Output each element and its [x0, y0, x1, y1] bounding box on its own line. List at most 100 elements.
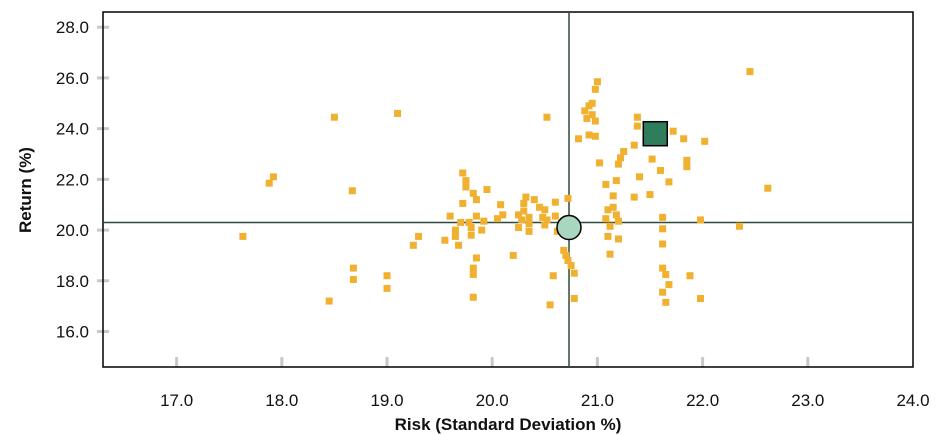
- data-point: [591, 117, 599, 125]
- data-point: [612, 211, 620, 219]
- data-point: [564, 257, 572, 264]
- data-point: [459, 199, 467, 207]
- data-point: [665, 178, 673, 186]
- data-point: [633, 113, 641, 121]
- data-point: [614, 160, 622, 168]
- data-point: [349, 264, 357, 272]
- data-point: [472, 212, 480, 220]
- data-point: [591, 85, 599, 93]
- data-point: [630, 193, 638, 201]
- data-point: [469, 189, 477, 197]
- data-point: [602, 180, 610, 188]
- data-point: [415, 232, 423, 240]
- data-point: [522, 193, 530, 201]
- data-point: [446, 212, 454, 220]
- y-tick-label: 16.0: [56, 323, 89, 342]
- data-point: [551, 212, 559, 220]
- x-tick-label: 21.0: [581, 391, 614, 410]
- data-point: [543, 113, 551, 121]
- data-point: [606, 250, 614, 258]
- data-point: [746, 68, 754, 76]
- data-point: [462, 177, 470, 185]
- data-point: [662, 298, 670, 306]
- data-point: [617, 154, 625, 162]
- data-point: [520, 207, 528, 215]
- x-tick-label: 19.0: [370, 391, 403, 410]
- data-point: [583, 115, 591, 122]
- data-point: [588, 111, 596, 119]
- data-point: [662, 270, 670, 278]
- y-tick-label: 28.0: [56, 18, 89, 37]
- data-point: [478, 226, 486, 234]
- data-point: [630, 141, 638, 149]
- data-point: [515, 224, 523, 232]
- highlight-circle-point: [556, 214, 582, 241]
- highlight-square-point: [642, 120, 669, 147]
- data-point: [349, 276, 357, 284]
- data-point: [665, 281, 673, 289]
- data-point: [659, 225, 667, 233]
- data-point: [459, 169, 467, 177]
- data-point: [646, 191, 654, 199]
- data-point: [560, 246, 568, 254]
- data-point: [441, 236, 449, 244]
- data-point: [493, 215, 501, 223]
- x-axis-title: Risk (Standard Deviation %): [395, 415, 622, 434]
- data-point: [480, 217, 488, 225]
- data-point: [469, 270, 477, 278]
- data-point: [604, 206, 612, 214]
- x-tick-label: 17.0: [160, 391, 193, 410]
- data-point: [394, 109, 402, 117]
- data-point: [567, 262, 575, 270]
- data-point: [509, 251, 517, 259]
- data-point: [683, 163, 691, 171]
- data-point: [467, 224, 475, 232]
- x-tick-label: 23.0: [791, 391, 824, 410]
- data-point: [515, 211, 523, 219]
- x-tick-label: 24.0: [896, 391, 929, 410]
- data-point: [499, 211, 507, 219]
- data-point: [483, 186, 491, 193]
- data-point: [525, 213, 533, 221]
- data-point: [609, 192, 617, 200]
- data-point: [383, 284, 391, 292]
- data-point: [520, 199, 528, 207]
- data-point: [541, 206, 549, 214]
- x-tick-label: 22.0: [686, 391, 719, 410]
- data-point: [570, 295, 578, 303]
- data-point: [697, 295, 705, 303]
- y-axis-ticks: 16.0 18.0 20.0 22.0 24.0 26.0 28.0: [56, 18, 109, 342]
- data-point: [525, 220, 533, 228]
- data-point: [265, 179, 273, 187]
- data-point: [635, 173, 643, 181]
- data-point: [541, 221, 549, 229]
- y-tick-label: 26.0: [56, 69, 89, 88]
- data-point: [465, 218, 473, 226]
- data-point: [462, 183, 470, 191]
- data-point: [330, 113, 338, 121]
- data-point: [562, 251, 570, 259]
- data-point: [497, 201, 505, 209]
- data-point: [551, 198, 559, 206]
- data-point: [612, 177, 620, 185]
- data-point: [614, 217, 622, 225]
- data-point: [683, 156, 691, 164]
- data-point: [604, 232, 612, 240]
- data-point: [686, 272, 694, 280]
- data-point: [530, 196, 538, 204]
- data-point: [585, 131, 593, 139]
- data-point: [457, 218, 465, 226]
- data-points: [239, 68, 772, 309]
- y-tick-label: 20.0: [56, 221, 89, 240]
- data-point: [669, 127, 677, 135]
- data-point: [701, 137, 709, 145]
- data-point: [659, 213, 667, 221]
- data-point: [469, 264, 477, 272]
- data-point: [574, 135, 582, 143]
- data-point: [581, 107, 589, 115]
- data-point: [469, 293, 477, 301]
- x-tick-label: 18.0: [265, 391, 298, 410]
- data-point: [659, 264, 667, 272]
- data-point: [570, 269, 578, 277]
